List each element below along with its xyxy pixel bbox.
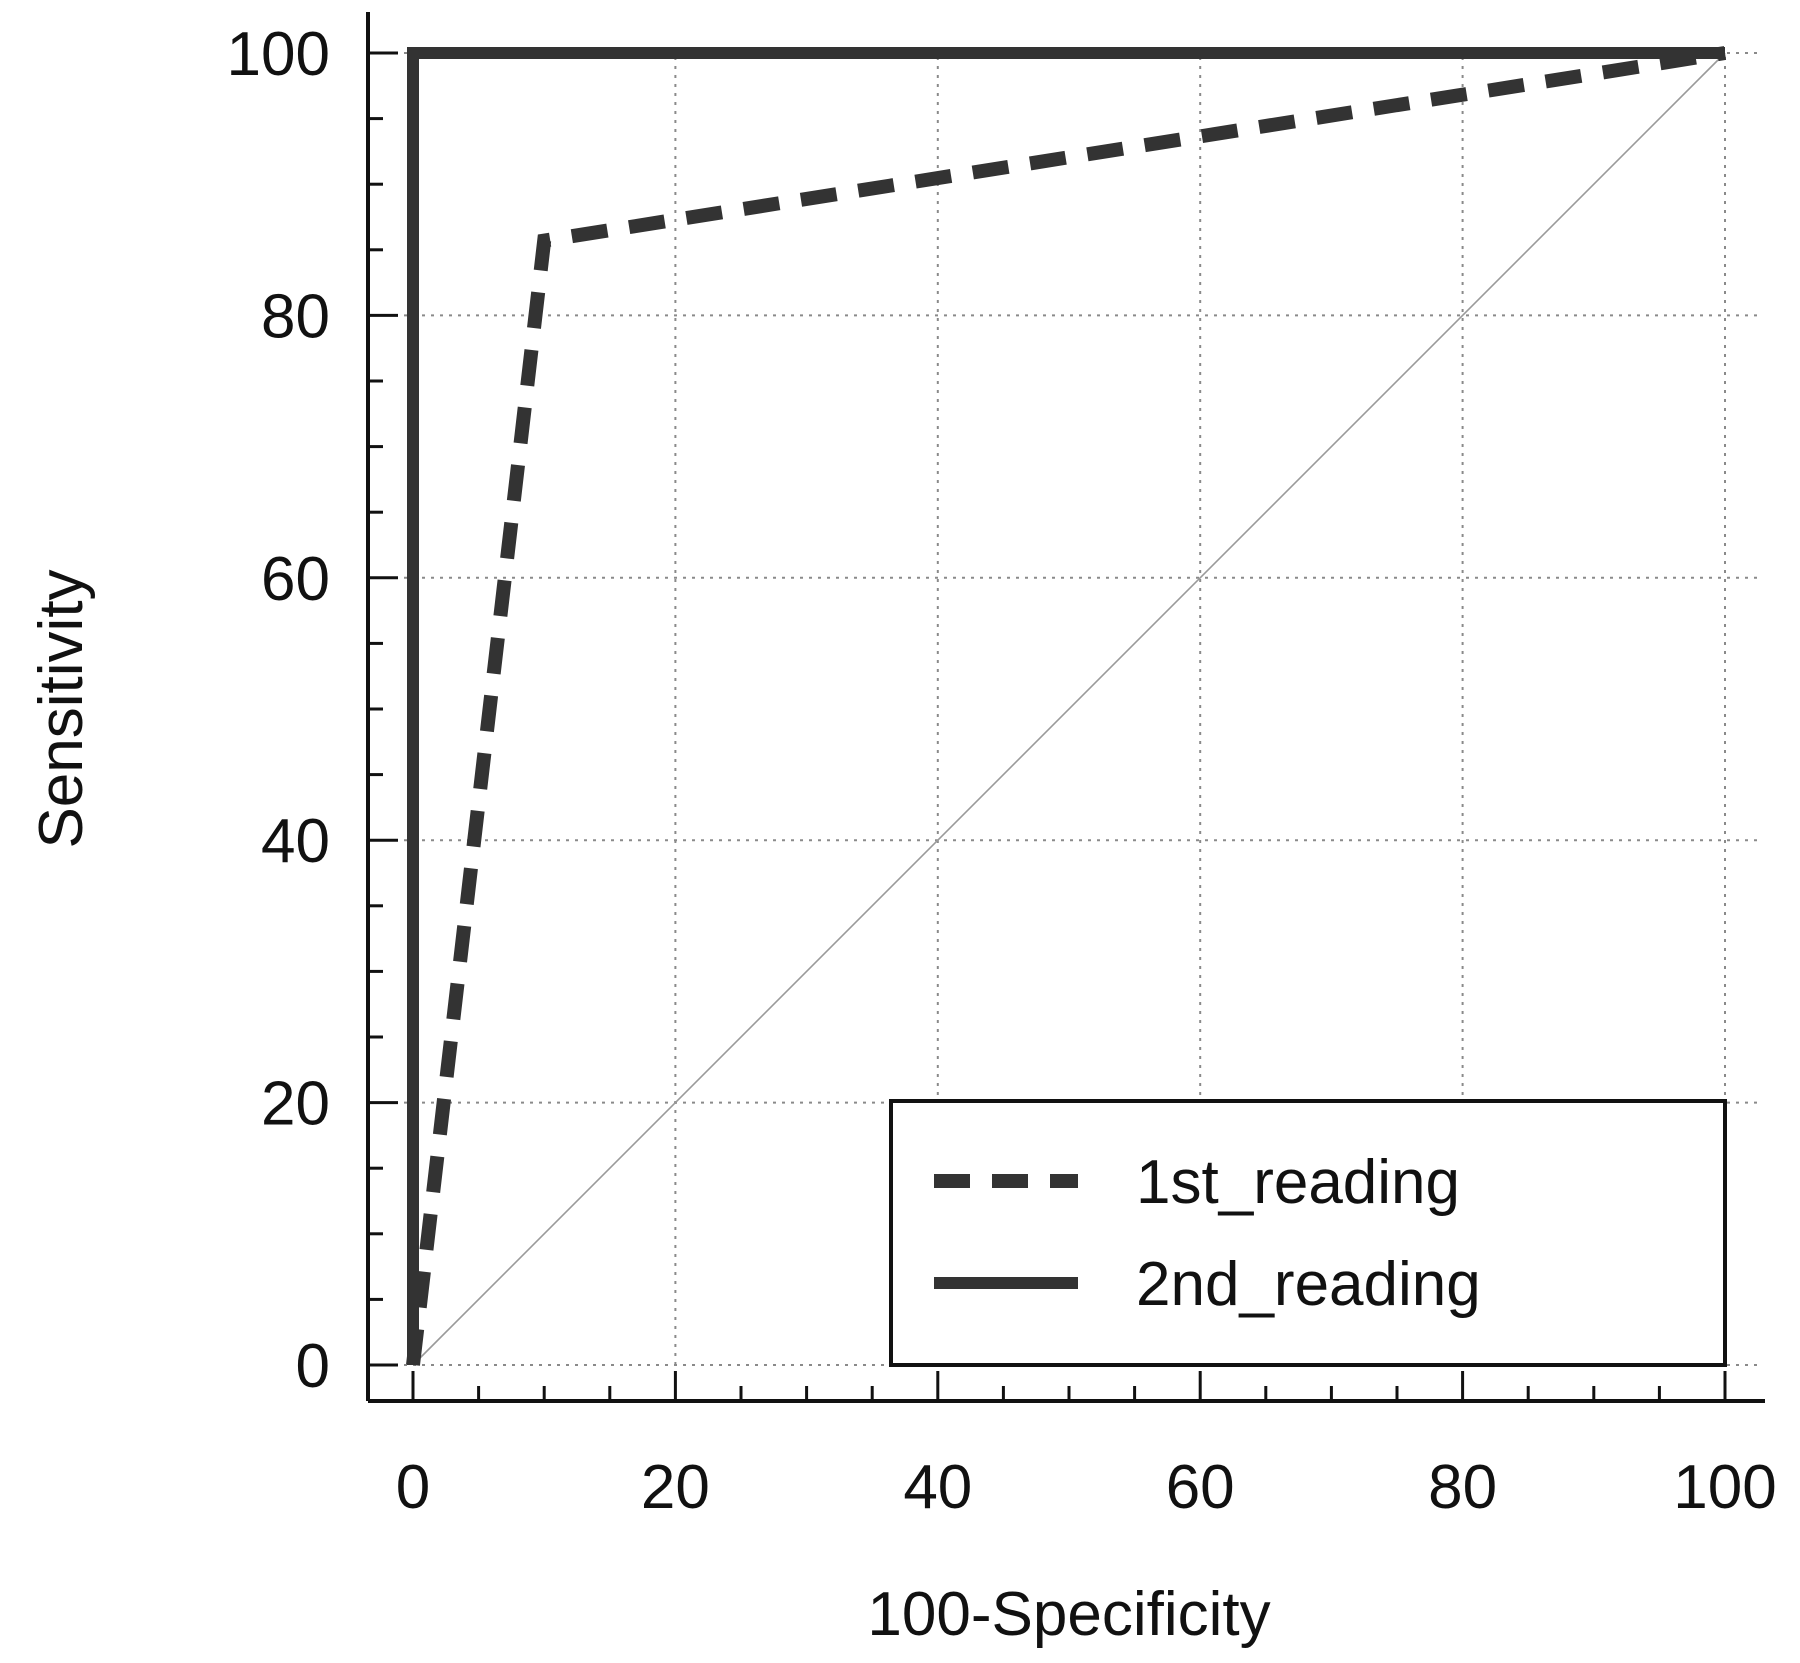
ticks-layer: 0 20 40 60 80 100 0 20 40 60 80 100 [227, 20, 1777, 1522]
y-tick-label-20: 20 [261, 1070, 330, 1139]
legend-label-2nd-reading: 2nd_reading [1136, 1250, 1481, 1319]
legend-label-1st-reading: 1st_reading [1136, 1148, 1460, 1217]
y-tick-label-0: 0 [296, 1332, 330, 1401]
y-axis-title: Sensitivity [27, 569, 96, 848]
y-tick-label-100: 100 [227, 20, 330, 89]
x-axis-title: 100-Specificity [867, 1580, 1270, 1649]
series-line-1st-reading [406, 46, 1727, 1366]
x-tick-label-80: 80 [1428, 1453, 1497, 1522]
x-tick-label-40: 40 [903, 1453, 972, 1522]
y-tick-label-60: 60 [261, 545, 330, 614]
x-tick-label-0: 0 [396, 1453, 430, 1522]
y-tick-label-80: 80 [261, 282, 330, 351]
x-tick-label-20: 20 [641, 1453, 710, 1522]
x-tick-label-60: 60 [1166, 1453, 1235, 1522]
reference-diagonal-line [412, 52, 1726, 1366]
y-tick-label-40: 40 [261, 807, 330, 876]
legend: 1st_reading 2nd_reading [889, 1099, 1727, 1367]
series-layer [406, 46, 1727, 1366]
x-tick-label-100: 100 [1673, 1453, 1776, 1522]
legend-box [889, 1099, 1727, 1367]
series-line-2nd-reading [407, 47, 1725, 1365]
